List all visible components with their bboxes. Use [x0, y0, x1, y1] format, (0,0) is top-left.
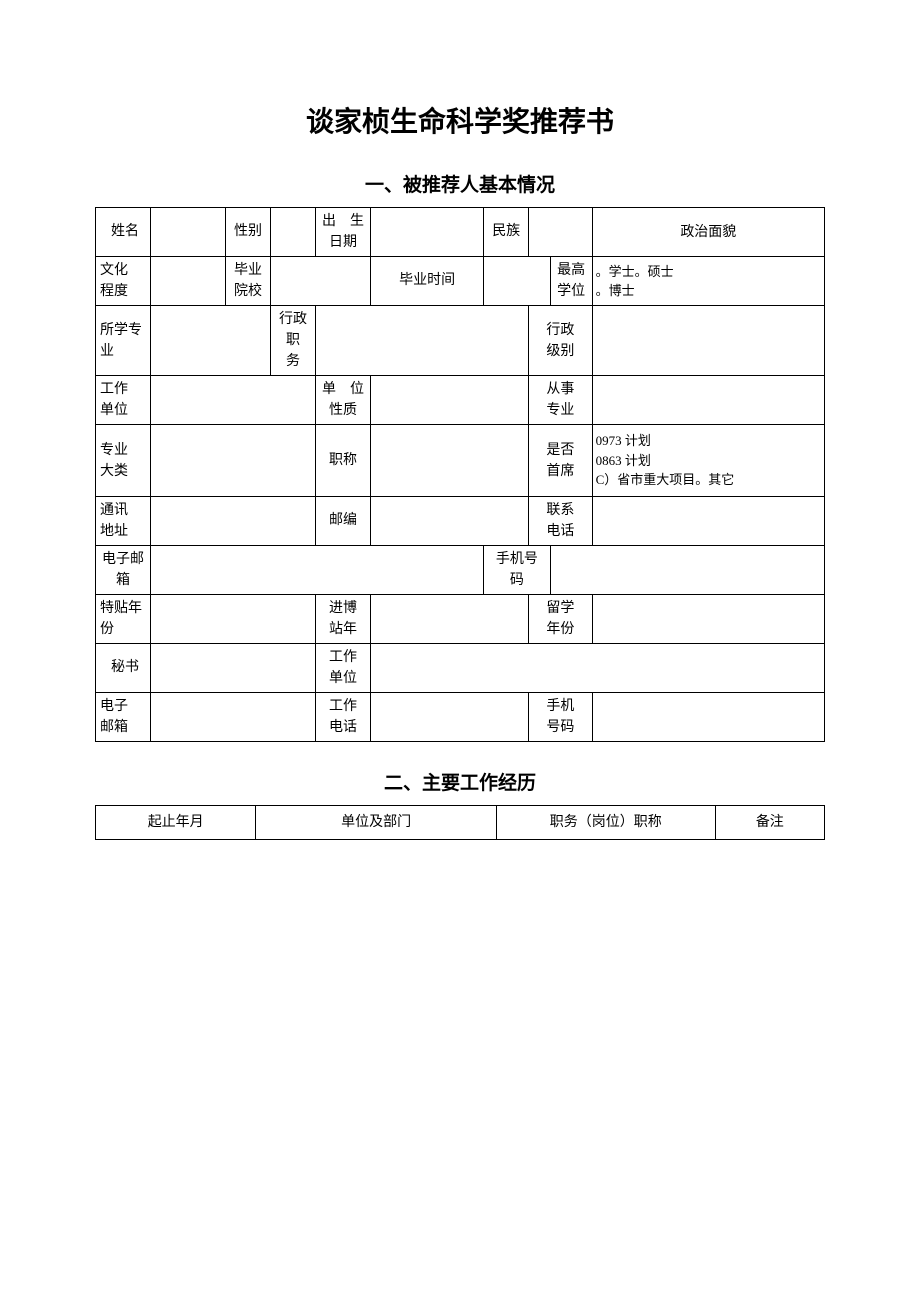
label-abroad: 留学年份	[529, 595, 592, 644]
value-gradtime	[484, 257, 550, 306]
table-row: 通讯地址 邮编 联系电话	[96, 497, 825, 546]
value-sec-phone	[371, 693, 529, 742]
label-chief: 是否首席	[529, 425, 592, 497]
value-postcode	[371, 497, 529, 546]
col-period: 起止年月	[96, 806, 256, 840]
label-address: 通讯地址	[96, 497, 151, 546]
label-unitnature: 单 位性质	[316, 376, 371, 425]
section2-header: 二、主要工作经历	[95, 768, 825, 795]
label-email: 电子邮箱	[96, 546, 151, 595]
value-email	[151, 546, 484, 595]
label-gradtime: 毕业时间	[371, 257, 484, 306]
label-political: 政治面貌	[592, 208, 824, 257]
value-gender	[271, 208, 316, 257]
label-ethnicity: 民族	[484, 208, 529, 257]
label-degree: 最高学位	[550, 257, 592, 306]
label-sec-mobile: 手机号码	[529, 693, 592, 742]
label-birthdate: 出 生日期	[316, 208, 371, 257]
label-major: 所学专业	[96, 306, 151, 376]
label-school: 毕业院校	[226, 257, 271, 306]
value-degree-options: 。学士。硕士。博士	[592, 257, 824, 306]
table-row: 姓名 性别 出 生日期 民族 政治面貌	[96, 208, 825, 257]
label-phone: 联系电话	[529, 497, 592, 546]
label-field: 从事专业	[529, 376, 592, 425]
table-header-row: 起止年月 单位及部门 职务（岗位）职称 备注	[96, 806, 825, 840]
label-jobtitle: 职称	[316, 425, 371, 497]
label-workunit: 工作单位	[96, 376, 151, 425]
label-postdoc: 进博站年	[316, 595, 371, 644]
col-remark: 备注	[715, 806, 824, 840]
table-row: 工作单位 单 位性质 从事专业	[96, 376, 825, 425]
value-name	[151, 208, 226, 257]
value-field	[592, 376, 824, 425]
table-row: 电子邮箱 工作电话 手机号码	[96, 693, 825, 742]
value-jobtitle	[371, 425, 529, 497]
value-allowance	[151, 595, 316, 644]
label-postcode: 邮编	[316, 497, 371, 546]
label-name: 姓名	[96, 208, 151, 257]
work-history-table: 起止年月 单位及部门 职务（岗位）职称 备注	[95, 805, 825, 840]
document-title: 谈家桢生命科学奖推荐书	[95, 100, 825, 140]
value-majorcat	[151, 425, 316, 497]
value-education	[151, 257, 226, 306]
value-unitnature	[371, 376, 529, 425]
value-mobile	[550, 546, 824, 595]
table-row: 专业大类 职称 是否首席 0973 计划0863 计划C）省市重大项目。其它	[96, 425, 825, 497]
value-major	[151, 306, 271, 376]
basic-info-table: 姓名 性别 出 生日期 民族 政治面貌 文化程度 毕业院校 毕业时间 最高学位 …	[95, 207, 825, 742]
label-adminpost: 行政职务	[271, 306, 316, 376]
value-postdoc	[371, 595, 529, 644]
label-mobile: 手机号码	[484, 546, 550, 595]
label-sec-email: 电子邮箱	[96, 693, 151, 742]
value-phone	[592, 497, 824, 546]
table-row: 秘书 工作单位	[96, 644, 825, 693]
value-workunit	[151, 376, 316, 425]
table-row: 特贴年份 进博站年 留学年份	[96, 595, 825, 644]
section1-header: 一、被推荐人基本情况	[95, 170, 825, 197]
value-sec-unit	[371, 644, 825, 693]
value-adminlevel	[592, 306, 824, 376]
value-secretary	[151, 644, 316, 693]
label-adminlevel: 行政级别	[529, 306, 592, 376]
table-row: 文化程度 毕业院校 毕业时间 最高学位 。学士。硕士。博士	[96, 257, 825, 306]
value-birthdate	[371, 208, 484, 257]
col-unit: 单位及部门	[256, 806, 497, 840]
label-education: 文化程度	[96, 257, 151, 306]
label-sec-unit: 工作单位	[316, 644, 371, 693]
value-ethnicity	[529, 208, 592, 257]
table-row: 电子邮箱 手机号码	[96, 546, 825, 595]
value-chief-options: 0973 计划0863 计划C）省市重大项目。其它	[592, 425, 824, 497]
value-sec-mobile	[592, 693, 824, 742]
col-position: 职务（岗位）职称	[496, 806, 715, 840]
table-row: 所学专业 行政职务 行政级别	[96, 306, 825, 376]
value-adminpost	[316, 306, 529, 376]
value-sec-email	[151, 693, 316, 742]
label-sec-phone: 工作电话	[316, 693, 371, 742]
label-majorcat: 专业大类	[96, 425, 151, 497]
label-secretary: 秘书	[96, 644, 151, 693]
value-address	[151, 497, 316, 546]
value-school	[271, 257, 371, 306]
value-abroad	[592, 595, 824, 644]
label-allowance: 特贴年份	[96, 595, 151, 644]
label-gender: 性别	[226, 208, 271, 257]
